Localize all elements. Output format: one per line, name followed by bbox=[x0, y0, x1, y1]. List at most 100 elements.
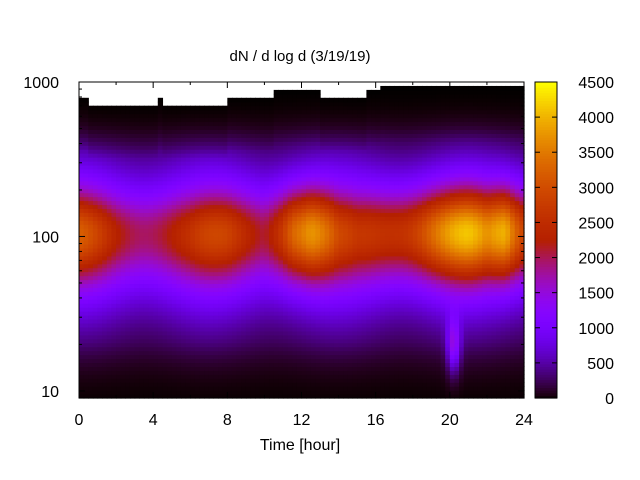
heatmap-cell bbox=[338, 247, 344, 253]
heatmap-cell bbox=[97, 157, 103, 162]
heatmap-cell bbox=[306, 291, 312, 296]
heatmap-cell bbox=[139, 184, 145, 190]
heatmap-cell bbox=[92, 236, 99, 241]
heatmap-cell bbox=[333, 97, 340, 103]
heatmap-cell bbox=[92, 366, 99, 371]
heatmap-cell bbox=[380, 228, 386, 233]
heatmap-cell bbox=[111, 133, 117, 138]
heatmap-cell bbox=[143, 133, 150, 138]
heatmap-cell bbox=[347, 247, 354, 253]
heatmap-cell bbox=[180, 315, 187, 320]
heatmap-cell bbox=[83, 105, 89, 111]
heatmap-cell bbox=[162, 228, 168, 233]
heatmap-cell bbox=[83, 157, 89, 162]
heatmap-cell bbox=[278, 311, 284, 316]
heatmap-cell bbox=[222, 291, 228, 296]
heatmap-cell bbox=[190, 240, 196, 245]
heatmap-cell bbox=[88, 346, 94, 352]
heatmap-cell bbox=[292, 200, 298, 206]
heatmap-cell bbox=[320, 196, 326, 202]
heatmap-cell bbox=[88, 192, 94, 198]
heatmap-cell bbox=[306, 382, 312, 387]
heatmap-cell bbox=[287, 259, 293, 265]
heatmap-cell bbox=[204, 354, 210, 360]
heatmap-cell bbox=[83, 390, 89, 395]
heatmap-cell bbox=[357, 338, 363, 344]
heatmap-cell bbox=[371, 101, 377, 107]
heatmap-cell bbox=[236, 208, 242, 213]
heatmap-cell bbox=[366, 117, 372, 123]
heatmap-cell bbox=[347, 145, 354, 150]
heatmap-cell bbox=[287, 303, 293, 308]
heatmap-cell bbox=[199, 196, 205, 202]
heatmap-cell bbox=[296, 326, 303, 332]
heatmap-cell bbox=[213, 267, 219, 273]
heatmap-cell bbox=[380, 279, 386, 285]
heatmap-cell bbox=[227, 208, 233, 213]
heatmap-cell bbox=[241, 109, 247, 115]
heatmap-cell bbox=[199, 200, 205, 206]
heatmap-cell bbox=[180, 291, 187, 296]
heatmap-cell bbox=[120, 113, 126, 119]
heatmap-cell bbox=[333, 283, 340, 288]
heatmap-cell bbox=[273, 267, 279, 273]
heatmap-cell bbox=[157, 330, 164, 336]
heatmap-cell bbox=[236, 334, 242, 340]
heatmap-cell bbox=[245, 97, 252, 103]
heatmap-cell bbox=[162, 176, 168, 182]
heatmap-cell bbox=[190, 330, 196, 336]
heatmap-cell bbox=[231, 346, 238, 352]
heatmap-cell bbox=[287, 157, 293, 162]
heatmap-cell bbox=[371, 212, 377, 217]
heatmap-cell bbox=[88, 164, 94, 170]
heatmap-cell bbox=[375, 315, 381, 320]
heatmap-cell bbox=[292, 346, 298, 352]
heatmap-cell bbox=[338, 259, 344, 265]
heatmap-cell bbox=[329, 228, 335, 233]
heatmap-cell bbox=[296, 370, 303, 375]
heatmap-cell bbox=[204, 295, 210, 300]
heatmap-cell bbox=[129, 180, 136, 186]
heatmap-cell bbox=[120, 350, 126, 356]
heatmap-cell bbox=[199, 315, 205, 320]
heatmap-cell bbox=[143, 161, 150, 166]
heatmap-cell bbox=[357, 129, 363, 134]
heatmap-cell bbox=[361, 196, 367, 202]
heatmap-cell bbox=[134, 117, 140, 123]
heatmap-cell bbox=[79, 319, 85, 324]
heatmap-cell bbox=[259, 315, 266, 320]
heatmap-cell bbox=[296, 117, 303, 123]
heatmap-cell bbox=[227, 291, 233, 296]
heatmap-cell bbox=[106, 358, 113, 364]
heatmap-cell bbox=[315, 251, 321, 257]
heatmap-cell bbox=[139, 275, 145, 281]
heatmap-cell bbox=[194, 338, 201, 344]
heatmap-cell bbox=[213, 145, 219, 150]
heatmap-cell bbox=[171, 109, 177, 115]
heatmap-cell bbox=[310, 161, 317, 166]
heatmap-cell bbox=[287, 149, 293, 154]
heatmap-cell bbox=[306, 97, 312, 103]
heatmap-cell bbox=[106, 259, 113, 265]
heatmap-cell bbox=[366, 243, 372, 249]
heatmap-cell bbox=[371, 200, 377, 206]
heatmap-cell bbox=[139, 161, 145, 166]
heatmap-cell bbox=[102, 216, 108, 221]
heatmap-cell bbox=[264, 354, 270, 360]
heatmap-cell bbox=[333, 307, 340, 312]
heatmap-cell bbox=[134, 319, 140, 324]
heatmap-cell bbox=[245, 358, 252, 364]
heatmap-cell bbox=[134, 315, 140, 320]
heatmap-cell bbox=[245, 362, 252, 367]
heatmap-cell bbox=[120, 164, 126, 170]
heatmap-cell bbox=[190, 275, 196, 281]
heatmap-cell bbox=[282, 109, 289, 115]
heatmap-cell bbox=[296, 354, 303, 360]
heatmap-cell bbox=[88, 382, 94, 387]
heatmap-cell bbox=[116, 212, 122, 217]
heatmap-cell bbox=[320, 390, 326, 395]
heatmap-cell bbox=[218, 164, 224, 170]
heatmap-cell bbox=[231, 390, 238, 395]
heatmap-cell bbox=[255, 216, 261, 221]
heatmap-cell bbox=[324, 109, 330, 115]
